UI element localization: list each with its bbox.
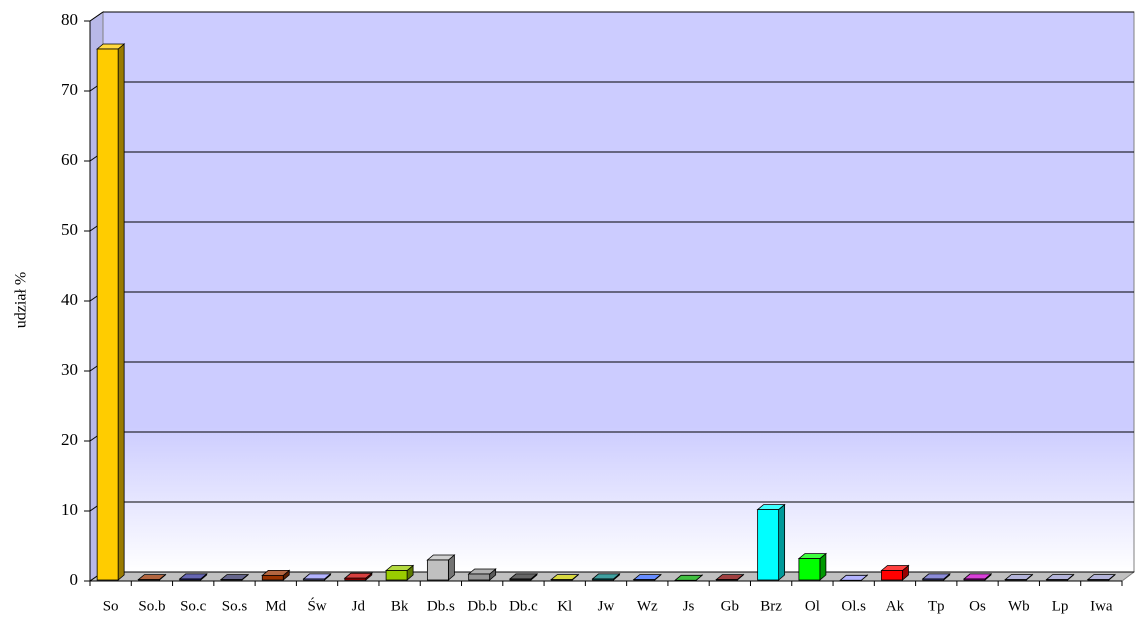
x-tick-label: Db.c [509,598,538,614]
bar-side [778,503,786,581]
plot-walls [88,11,1135,582]
y-tick-label: 70 [61,80,78,99]
x-tick-label: Wz [637,598,658,614]
x-tick-label: Lp [1052,598,1069,614]
bar [757,509,780,581]
bar [963,578,986,581]
x-tick-label: Ol [805,598,820,614]
x-tick-label: Jw [598,598,615,614]
x-tick-label: Św [307,597,326,614]
bar [261,575,284,581]
bar-top [673,574,704,581]
x-tick-label: Ak [886,598,905,614]
bar [303,578,325,581]
grid-line [89,11,104,22]
bar [922,578,945,581]
x-tick-label: Brz [760,598,782,614]
bar [179,578,202,581]
y-tick-label: 0 [70,570,79,589]
x-tick-label: Ol.s [841,598,866,614]
bar [592,578,614,581]
bar-side [117,43,125,581]
bar [344,577,367,581]
x-tick-label: Bk [391,598,409,614]
x-tick-label: Iwa [1090,598,1113,614]
x-tick-label: Gb [721,598,739,614]
y-tick-label: 80 [61,10,78,29]
y-tick-label: 20 [61,430,78,449]
x-tick-label: Md [265,598,286,614]
bar [881,570,903,581]
x-tick-label: Db.b [467,598,497,614]
x-tick-label: Jd [352,598,366,614]
x-tick-label: Wb [1008,598,1030,614]
bar [426,559,449,581]
y-tick-label: 10 [61,500,78,519]
bar-top [839,574,869,581]
y-tick-label: 50 [61,220,78,239]
x-tick-label: Kl [557,598,572,614]
x-tick-label: Db.s [427,598,455,614]
y-axis-label: udział % [13,272,30,328]
bar [385,570,408,581]
bar [798,558,821,581]
x-tick-label: Os [969,598,986,614]
x-tick-label: So.b [138,598,165,614]
x-tick-label: So.s [222,598,248,614]
bar [96,48,119,581]
y-tick-label: 30 [61,360,78,379]
x-tick-label: Js [683,598,695,614]
y-tick-label: 40 [61,290,78,309]
y-tick-label: 60 [61,150,78,169]
bar [468,573,491,581]
bar [509,578,532,581]
x-tick-label: So.c [180,598,207,614]
x-tick-label: So [103,598,119,614]
x-tick-label: Tp [928,598,945,614]
